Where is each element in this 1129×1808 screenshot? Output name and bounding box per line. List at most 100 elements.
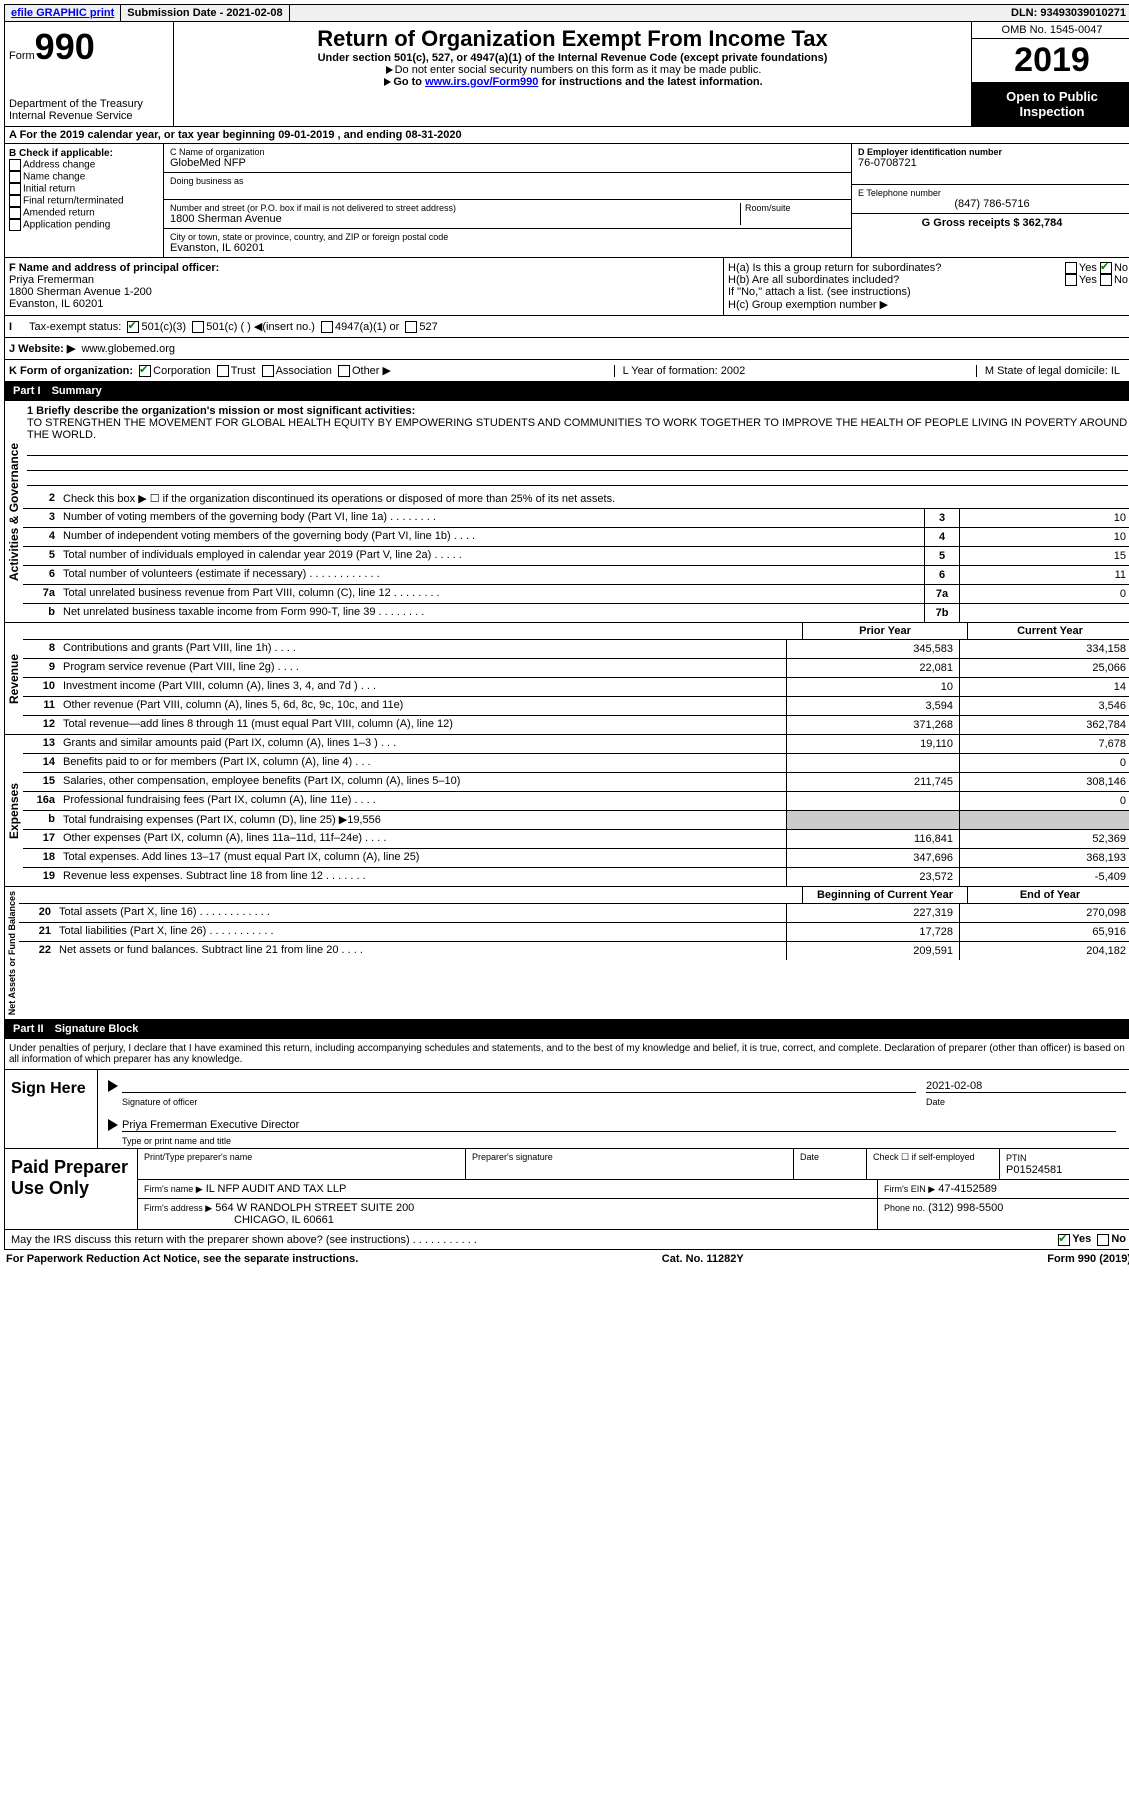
cb-4947[interactable] [321, 321, 333, 333]
top-bar: efile GRAPHIC print Submission Date - 20… [4, 4, 1129, 22]
cat-no: Cat. No. 11282Y [662, 1253, 744, 1265]
summary-line-4: 4 Number of independent voting members o… [23, 528, 1129, 547]
mission-text: TO STRENGTHEN THE MOVEMENT FOR GLOBAL HE… [27, 417, 1128, 441]
cb-other[interactable] [338, 365, 350, 377]
checkbox-name-change[interactable] [9, 171, 21, 183]
sign-here-block: Sign Here 2021-02-08 Signature of office… [4, 1070, 1129, 1149]
summary-line-3: 3 Number of voting members of the govern… [23, 509, 1129, 528]
sign-here-label: Sign Here [5, 1070, 98, 1148]
line-12: 12 Total revenue—add lines 8 through 11 … [23, 716, 1129, 734]
summary-line-7a: 7a Total unrelated business revenue from… [23, 585, 1129, 604]
prior-year-hdr: Prior Year [802, 623, 967, 639]
cb-501c3[interactable] [127, 321, 139, 333]
section-h: H(a) Is this a group return for subordin… [724, 258, 1129, 315]
line-14: 14 Benefits paid to or for members (Part… [23, 754, 1129, 773]
prep-selfemp: Check ☐ if self-employed [867, 1149, 1000, 1179]
arrow-icon [384, 78, 391, 86]
firm-addr1: 564 W RANDOLPH STREET SUITE 200 [215, 1202, 414, 1214]
officer-city: Evanston, IL 60201 [9, 298, 719, 310]
k-label: K Form of organization: [9, 365, 133, 377]
efile-print-link[interactable]: efile GRAPHIC print [5, 5, 121, 21]
line-10: 10 Investment income (Part VIII, column … [23, 678, 1129, 697]
activities-governance: Activities & Governance 1 Briefly descri… [4, 401, 1129, 623]
ha-yes[interactable] [1065, 262, 1077, 274]
form-ref: Form 990 (2019) [1047, 1253, 1129, 1265]
website-label: J Website: ▶ [9, 342, 75, 355]
line2: Check this box ▶ ☐ if the organization d… [59, 490, 1129, 508]
vtab-exp: Expenses [5, 735, 23, 886]
officer-name: Priya Fremerman [9, 274, 719, 286]
line-18: 18 Total expenses. Add lines 13–17 (must… [23, 849, 1129, 868]
expenses-section: Expenses 13 Grants and similar amounts p… [4, 735, 1129, 887]
col-defg: D Employer identification number 76-0708… [851, 144, 1129, 257]
type-name-cap: Type or print name and title [122, 1136, 231, 1146]
addr-label: Number and street (or P.O. box if mail i… [170, 203, 736, 213]
hc-label: H(c) Group exemption number ▶ [728, 298, 1128, 311]
hb-label: H(b) Are all subordinates included? [728, 274, 899, 286]
prep-name-hdr: Print/Type preparer's name [138, 1149, 466, 1179]
page-footer: For Paperwork Reduction Act Notice, see … [4, 1250, 1129, 1268]
header-right: OMB No. 1545-0047 2019 Open to Public In… [972, 22, 1129, 126]
open-public: Open to Public Inspection [972, 83, 1129, 126]
cb-assoc[interactable] [262, 365, 274, 377]
checkbox-initial-return[interactable] [9, 183, 21, 195]
dba-label: Doing business as [170, 176, 845, 186]
revenue-section: Revenue Prior Year Current Year 8 Contri… [4, 623, 1129, 735]
ha-no[interactable] [1100, 262, 1112, 274]
tax-status-label: Tax-exempt status: [29, 321, 121, 333]
col-c: C Name of organization GlobeMed NFP Doin… [164, 144, 851, 257]
checkbox-amended[interactable] [9, 207, 21, 219]
omb-number: OMB No. 1545-0047 [972, 22, 1129, 39]
line-13: 13 Grants and similar amounts paid (Part… [23, 735, 1129, 754]
vtab-ag: Activities & Governance [5, 401, 23, 622]
submission-date: Submission Date - 2021-02-08 [121, 5, 289, 21]
firm-name: IL NFP AUDIT AND TAX LLP [206, 1183, 347, 1195]
ssn-note: Do not enter social security numbers on … [395, 64, 762, 76]
cb-527[interactable] [405, 321, 417, 333]
phone-value: (847) 786-5716 [858, 198, 1126, 210]
k-row: K Form of organization: Corporation Trus… [4, 360, 1129, 382]
part1-header: Part I Summary [4, 382, 1129, 401]
ha-label: H(a) Is this a group return for subordin… [728, 262, 941, 274]
info-grid: B Check if applicable: Address change Na… [4, 144, 1129, 258]
cb-trust[interactable] [217, 365, 229, 377]
website-value: www.globemed.org [81, 343, 175, 355]
paid-preparer-block: Paid Preparer Use Only Print/Type prepar… [4, 1149, 1129, 1230]
date-cap: Date [926, 1097, 1126, 1107]
cb-501c[interactable] [192, 321, 204, 333]
cb-corp[interactable] [139, 365, 151, 377]
irs-form990-link[interactable]: www.irs.gov/Form990 [425, 76, 538, 88]
street-address: 1800 Sherman Avenue [170, 213, 736, 225]
line-16a: 16a Professional fundraising fees (Part … [23, 792, 1129, 811]
irs-label: Internal Revenue Service [9, 110, 169, 122]
hb-no[interactable] [1100, 274, 1112, 286]
discuss-no[interactable] [1097, 1234, 1109, 1246]
officer-addr: 1800 Sherman Avenue 1-200 [9, 286, 719, 298]
checkbox-final-return[interactable] [9, 195, 21, 207]
line1-label: 1 Briefly describe the organization's mi… [27, 405, 1128, 417]
section-a-period: A For the 2019 calendar year, or tax yea… [4, 127, 1129, 144]
ptin-value: P01524581 [1006, 1164, 1062, 1176]
line-9: 9 Program service revenue (Part VIII, li… [23, 659, 1129, 678]
sig-officer-cap: Signature of officer [122, 1097, 926, 1107]
l-year: L Year of formation: 2002 [614, 365, 754, 377]
paperwork-notice: For Paperwork Reduction Act Notice, see … [6, 1253, 358, 1265]
discuss-yes[interactable] [1058, 1234, 1070, 1246]
summary-line-5: 5 Total number of individuals employed i… [23, 547, 1129, 566]
form-title: Return of Organization Exempt From Incom… [178, 26, 967, 52]
hb-yes[interactable] [1065, 274, 1077, 286]
begin-year-hdr: Beginning of Current Year [802, 887, 967, 903]
line-17: 17 Other expenses (Part IX, column (A), … [23, 830, 1129, 849]
m-state: M State of legal domicile: IL [976, 365, 1128, 377]
arrow-icon [108, 1119, 118, 1131]
checkbox-address-change[interactable] [9, 159, 21, 171]
checkbox-app-pending[interactable] [9, 219, 21, 231]
arrow-icon [108, 1080, 118, 1092]
prep-date-hdr: Date [794, 1149, 867, 1179]
g-gross-receipts: G Gross receipts $ 362,784 [852, 214, 1129, 232]
line-11: 11 Other revenue (Part VIII, column (A),… [23, 697, 1129, 716]
discuss-row: May the IRS discuss this return with the… [4, 1230, 1129, 1249]
perjury-declaration: Under penalties of perjury, I declare th… [4, 1039, 1129, 1070]
net-assets-section: Net Assets or Fund Balances Beginning of… [4, 887, 1129, 1020]
arrow-icon [386, 66, 393, 74]
